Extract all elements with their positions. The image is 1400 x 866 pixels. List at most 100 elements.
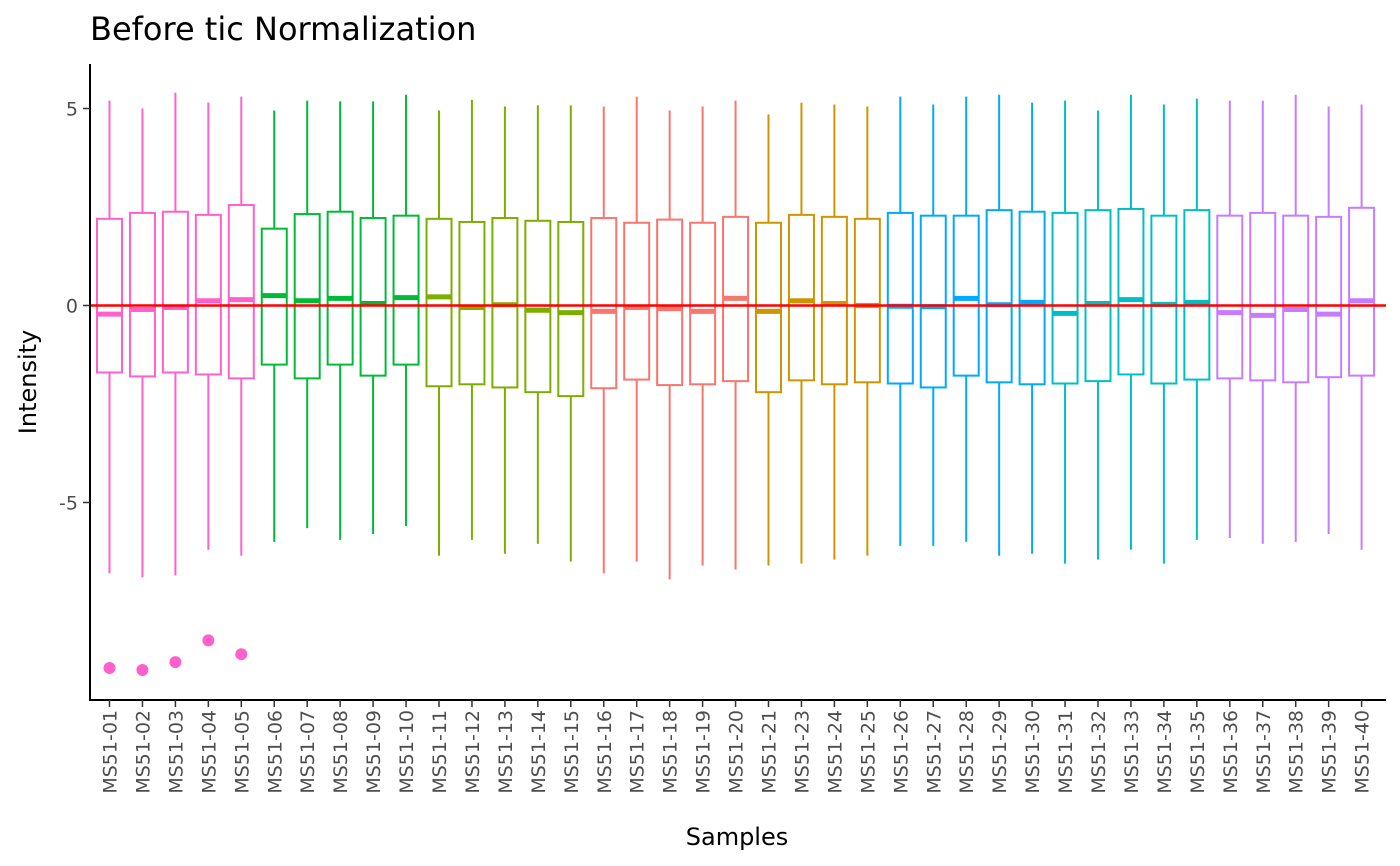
outlier-point bbox=[136, 663, 149, 676]
x-tick-label: MS51-02 bbox=[132, 710, 154, 794]
plot-area bbox=[90, 92, 1386, 676]
box-body bbox=[590, 217, 618, 390]
x-tick-label: MS51-28 bbox=[956, 710, 978, 794]
x-axis-ticks: MS51-01 MS51-02 MS51-03 MS51-04 MS51-05 MS51-… bbox=[100, 700, 1374, 794]
box-body bbox=[952, 214, 980, 377]
box-body bbox=[1084, 209, 1112, 383]
x-tick-label: MS51-07 bbox=[297, 710, 319, 794]
box-body bbox=[1249, 211, 1277, 382]
x-tick-label: MS51-26 bbox=[890, 710, 912, 794]
x-tick-label: MS51-04 bbox=[198, 710, 220, 794]
box-body bbox=[227, 204, 255, 380]
box-MS51-07 bbox=[293, 100, 321, 529]
x-tick-label: MS51-27 bbox=[923, 710, 945, 794]
box-MS51-32 bbox=[1084, 110, 1112, 560]
x-tick-label: MS51-37 bbox=[1253, 710, 1275, 794]
outlier-point bbox=[103, 661, 116, 674]
x-tick-label: MS51-05 bbox=[231, 710, 253, 794]
box-MS51-26 bbox=[886, 96, 914, 546]
box-MS51-17 bbox=[623, 96, 651, 562]
x-tick-label: MS51-35 bbox=[1187, 710, 1209, 794]
box-body bbox=[1117, 207, 1145, 376]
box-body bbox=[425, 217, 453, 388]
box-body bbox=[1315, 215, 1343, 379]
box-MS51-37 bbox=[1249, 100, 1277, 544]
box-MS51-31 bbox=[1051, 100, 1079, 564]
box-body bbox=[623, 221, 651, 381]
x-tick-label: MS51-16 bbox=[594, 710, 616, 794]
outlier-point bbox=[202, 634, 215, 647]
box-MS51-29 bbox=[985, 94, 1013, 556]
box-MS51-19 bbox=[689, 106, 717, 566]
x-tick-label: MS51-13 bbox=[495, 710, 517, 794]
x-tick-label: MS51-15 bbox=[561, 710, 583, 794]
box-body bbox=[853, 217, 881, 384]
x-tick-label: MS51-25 bbox=[857, 710, 879, 794]
x-tick-label: MS51-10 bbox=[396, 710, 418, 794]
box-MS51-27 bbox=[919, 104, 947, 546]
x-tick-label: MS51-24 bbox=[824, 710, 846, 794]
box-body bbox=[1018, 210, 1046, 386]
box-MS51-23 bbox=[787, 102, 815, 564]
box-body bbox=[689, 221, 717, 386]
box-MS51-04 bbox=[194, 102, 222, 647]
x-tick-label: MS51-08 bbox=[330, 710, 352, 794]
box-body bbox=[820, 215, 848, 386]
box-MS51-06 bbox=[260, 110, 288, 542]
box-MS51-03 bbox=[161, 92, 189, 669]
box-body bbox=[458, 220, 486, 386]
box-MS51-34 bbox=[1150, 104, 1178, 564]
y-axis-title: Intensity bbox=[14, 330, 42, 434]
x-tick-label: MS51-03 bbox=[165, 710, 187, 794]
x-axis-title: Samples bbox=[686, 823, 789, 851]
box-MS51-40 bbox=[1348, 104, 1376, 550]
x-tick-label: MS51-01 bbox=[100, 710, 122, 794]
box-body bbox=[557, 220, 585, 398]
x-tick-label: MS51-38 bbox=[1286, 710, 1308, 794]
box-body bbox=[787, 213, 815, 382]
y-tick-label: 5 bbox=[66, 99, 78, 121]
box-body bbox=[1282, 214, 1310, 384]
x-tick-label: MS51-33 bbox=[1121, 710, 1143, 794]
box-body bbox=[919, 214, 947, 389]
box-body bbox=[161, 210, 189, 374]
box-body bbox=[293, 213, 321, 380]
x-tick-label: MS51-30 bbox=[1022, 710, 1044, 794]
x-tick-label: MS51-20 bbox=[726, 710, 748, 794]
x-tick-label: MS51-14 bbox=[528, 710, 550, 794]
y-axis-ticks: -5 0 5 bbox=[59, 99, 90, 515]
box-MS51-38 bbox=[1282, 94, 1310, 542]
box-MS51-35 bbox=[1183, 98, 1211, 540]
box-MS51-39 bbox=[1315, 106, 1343, 535]
box-MS51-16 bbox=[590, 106, 618, 574]
box-MS51-30 bbox=[1018, 102, 1046, 554]
box-body bbox=[194, 213, 222, 376]
box-body bbox=[1183, 209, 1211, 381]
box-MS51-08 bbox=[326, 101, 354, 540]
y-tick-label: -5 bbox=[59, 493, 78, 515]
x-tick-label: MS51-34 bbox=[1154, 710, 1176, 794]
box-MS51-36 bbox=[1216, 100, 1244, 538]
x-tick-label: MS51-06 bbox=[264, 710, 286, 794]
box-MS51-01 bbox=[96, 100, 123, 674]
box-MS51-20 bbox=[722, 100, 750, 570]
x-tick-label: MS51-29 bbox=[989, 710, 1011, 794]
box-MS51-02 bbox=[128, 108, 156, 676]
x-tick-label: MS51-12 bbox=[462, 710, 484, 794]
box-MS51-10 bbox=[392, 94, 420, 527]
box-MS51-24 bbox=[820, 104, 848, 560]
x-tick-label: MS51-40 bbox=[1352, 710, 1374, 794]
box-MS51-25 bbox=[853, 106, 881, 556]
box-MS51-28 bbox=[952, 96, 980, 542]
box-body bbox=[886, 211, 914, 385]
x-tick-label: MS51-32 bbox=[1088, 710, 1110, 794]
box-body bbox=[326, 210, 354, 366]
box-body bbox=[755, 221, 782, 394]
outlier-point bbox=[169, 656, 182, 669]
box-body bbox=[985, 209, 1013, 384]
box-MS51-12 bbox=[458, 99, 486, 540]
box-body bbox=[1051, 211, 1079, 385]
box-body bbox=[1150, 214, 1178, 385]
box-body bbox=[359, 217, 387, 377]
